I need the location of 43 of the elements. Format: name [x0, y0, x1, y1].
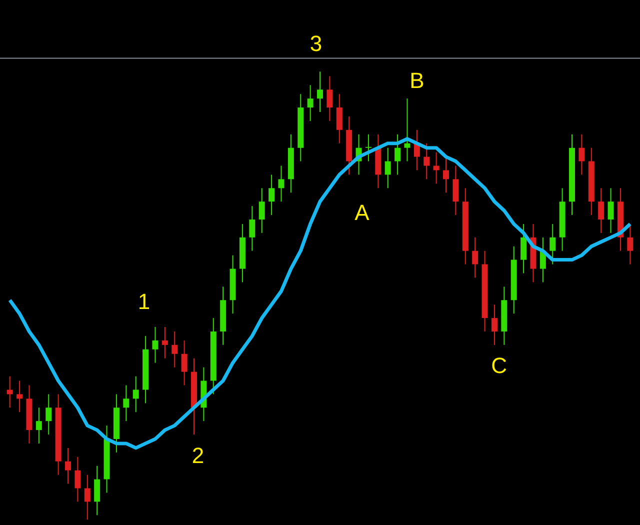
annotation: A — [354, 200, 370, 225]
candlestick — [404, 98, 410, 162]
candlestick — [65, 447, 71, 484]
candlestick — [472, 236, 478, 278]
candlestick — [162, 326, 168, 359]
candlestick — [181, 340, 188, 386]
candlestick — [268, 174, 275, 216]
candlestick — [365, 134, 372, 162]
candlestick — [317, 71, 323, 112]
annotation: B — [410, 68, 424, 93]
candlestick — [452, 165, 459, 216]
candlestick — [172, 330, 178, 368]
candlestick — [608, 188, 614, 234]
candlestick — [520, 223, 527, 274]
annotation: C — [491, 353, 508, 378]
candlestick — [336, 94, 342, 144]
candlestick — [74, 456, 81, 502]
candlestick — [46, 394, 52, 436]
candlestick — [6, 376, 13, 408]
candlestick — [578, 134, 585, 176]
candlestick — [307, 84, 314, 122]
candlestick — [550, 223, 556, 265]
annotation: 1 — [138, 289, 150, 314]
candlestick — [394, 134, 401, 176]
candlestick — [94, 465, 100, 516]
candlestick — [123, 384, 130, 422]
candlestick — [258, 188, 265, 234]
candlestick — [36, 407, 42, 444]
candlestick — [433, 152, 440, 184]
candlestick — [424, 142, 430, 180]
candlestick — [278, 165, 284, 202]
candlestick — [152, 326, 158, 364]
candlestick — [249, 206, 256, 252]
candlestick — [598, 188, 604, 234]
candlestick — [16, 380, 23, 413]
annotation: 2 — [192, 443, 204, 468]
text: 3 — [310, 31, 322, 56]
candlestick — [384, 147, 391, 189]
candlestick — [326, 76, 333, 122]
candlestick — [443, 156, 449, 194]
candlestick — [132, 376, 139, 413]
candlestick — [491, 304, 498, 346]
candlestick — [84, 474, 90, 520]
